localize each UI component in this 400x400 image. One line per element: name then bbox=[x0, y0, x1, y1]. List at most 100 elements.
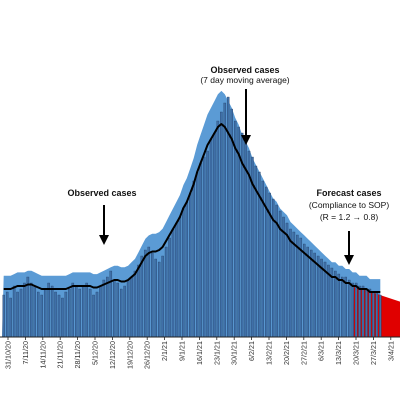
daily-case-bar bbox=[19, 288, 23, 338]
daily-case-bar bbox=[147, 246, 151, 338]
daily-case-bar bbox=[282, 216, 285, 338]
x-tick-label: 14/11/20 bbox=[38, 341, 47, 368]
daily-case-bar bbox=[303, 243, 306, 338]
daily-case-bar bbox=[151, 252, 154, 338]
x-tick-label: 27/3/21 bbox=[369, 341, 378, 365]
x-tick-label: 30/1/21 bbox=[230, 341, 239, 365]
daily-case-bar bbox=[119, 288, 123, 338]
daily-case-bar bbox=[130, 276, 133, 338]
daily-case-bar bbox=[361, 285, 365, 338]
x-tick-label: 12/12/20 bbox=[108, 341, 117, 369]
x-tick-label: 5/12/20 bbox=[91, 341, 100, 365]
daily-case-bar bbox=[47, 282, 50, 338]
daily-case-bar bbox=[320, 258, 323, 338]
daily-case-bar bbox=[95, 291, 99, 338]
daily-case-bar bbox=[185, 201, 189, 338]
moving-average-layer bbox=[3, 123, 381, 293]
annotation-forecast-title: Forecast cases bbox=[316, 188, 381, 198]
daily-case-bar bbox=[199, 162, 202, 338]
daily-case-bar bbox=[216, 120, 220, 338]
x-tick-label: 6/3/21 bbox=[317, 341, 326, 361]
x-tick-label: 27/2/21 bbox=[299, 341, 308, 365]
annotation-moving-average-arrowhead bbox=[241, 135, 251, 145]
x-tick-label: 23/1/21 bbox=[212, 341, 221, 365]
daily-case-bars bbox=[2, 96, 382, 338]
daily-case-bar bbox=[68, 288, 71, 338]
daily-case-bar bbox=[161, 255, 164, 338]
daily-case-bar bbox=[9, 297, 12, 338]
daily-case-bar bbox=[195, 171, 199, 338]
daily-case-bar bbox=[64, 291, 68, 338]
daily-case-bar bbox=[213, 132, 216, 338]
daily-case-bar bbox=[347, 279, 351, 338]
daily-case-bar bbox=[220, 111, 223, 338]
daily-case-bar bbox=[379, 294, 382, 338]
daily-case-bar bbox=[102, 279, 106, 338]
x-tick-label: 26/12/20 bbox=[143, 341, 152, 369]
daily-case-bar bbox=[341, 276, 344, 338]
daily-case-bar bbox=[289, 228, 292, 338]
daily-case-bar bbox=[206, 150, 209, 338]
annotation-observed-arrowhead bbox=[99, 235, 109, 245]
daily-case-bar bbox=[50, 285, 54, 338]
daily-case-bar bbox=[113, 279, 116, 338]
daily-case-bar bbox=[323, 261, 327, 338]
daily-case-bar bbox=[365, 288, 368, 338]
daily-case-bar bbox=[43, 288, 47, 338]
daily-case-bar bbox=[306, 246, 309, 338]
daily-case-bar bbox=[368, 288, 372, 338]
daily-case-bar bbox=[71, 282, 75, 338]
daily-case-bar bbox=[354, 282, 358, 338]
annotation-moving-average-title: Observed cases bbox=[210, 65, 279, 75]
daily-case-bar bbox=[57, 294, 61, 338]
daily-case-bar bbox=[178, 216, 182, 338]
x-tick-label: 20/3/21 bbox=[352, 341, 361, 365]
annotation-moving-average-subtitle: (7 day moving average) bbox=[200, 75, 289, 85]
daily-case-bar bbox=[26, 276, 30, 338]
daily-case-bar bbox=[54, 291, 57, 338]
daily-case-bar bbox=[168, 237, 171, 338]
daily-case-bar bbox=[2, 294, 5, 338]
daily-case-bar bbox=[223, 102, 227, 338]
annotation-observed: Observed cases bbox=[67, 188, 137, 245]
x-tick-label: 2/1/21 bbox=[160, 341, 169, 361]
x-tick-label: 19/12/20 bbox=[125, 341, 134, 369]
daily-case-bar bbox=[164, 246, 168, 338]
daily-case-bar bbox=[5, 291, 9, 338]
daily-case-bar bbox=[316, 255, 320, 338]
annotation-forecast: Forecast cases (Compliance to SOP) (R = … bbox=[309, 188, 389, 265]
daily-case-bar bbox=[296, 234, 299, 338]
moving-average-line bbox=[3, 123, 381, 293]
daily-case-bar bbox=[106, 276, 109, 338]
daily-case-bar bbox=[144, 249, 147, 338]
daily-case-bar bbox=[285, 222, 289, 338]
daily-case-bar bbox=[85, 282, 88, 338]
daily-case-bar bbox=[99, 285, 102, 338]
daily-case-bar bbox=[154, 258, 157, 338]
daily-case-bar bbox=[192, 180, 195, 338]
x-tick-label: 31/10/20 bbox=[4, 341, 13, 369]
x-tick-label: 13/2/21 bbox=[265, 341, 274, 365]
daily-case-bar bbox=[37, 291, 40, 338]
daily-case-bar bbox=[30, 282, 33, 338]
x-tick-label: 7/11/20 bbox=[21, 341, 30, 364]
daily-case-bar bbox=[372, 291, 375, 338]
daily-case-bar bbox=[33, 285, 37, 338]
daily-case-bar bbox=[358, 285, 361, 338]
daily-case-bar bbox=[16, 291, 19, 338]
daily-case-bar bbox=[209, 138, 213, 338]
daily-case-bar bbox=[116, 282, 119, 338]
x-tick-label: 20/2/21 bbox=[282, 341, 291, 365]
annotation-observed-title: Observed cases bbox=[67, 188, 136, 198]
daily-case-bar bbox=[233, 120, 237, 338]
daily-case-bar bbox=[292, 231, 296, 338]
daily-case-bar bbox=[92, 294, 95, 338]
daily-case-bar bbox=[40, 294, 43, 338]
daily-case-bar bbox=[330, 267, 334, 338]
daily-case-bar bbox=[81, 285, 85, 338]
daily-case-bar bbox=[375, 291, 379, 338]
daily-case-bar bbox=[133, 270, 137, 338]
daily-case-bar bbox=[157, 261, 161, 338]
x-tick-label: 9/1/21 bbox=[178, 341, 187, 361]
